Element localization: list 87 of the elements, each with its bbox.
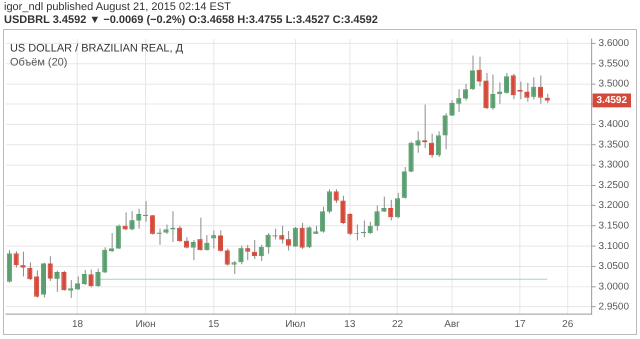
- x-tick-label: 26: [562, 318, 574, 330]
- x-tick-label: Авг: [444, 318, 460, 330]
- candlestick: [374, 205, 380, 232]
- x-tick-label: Июн: [136, 318, 156, 330]
- y-tick-label: 3.1000: [598, 240, 630, 252]
- candlestick: [436, 130, 441, 158]
- candlestick: [388, 199, 394, 222]
- candlestick: [14, 250, 19, 268]
- annotation: 3.4592: [596, 95, 628, 106]
- x-tick-label: 17: [514, 318, 526, 330]
- candlestick: [150, 214, 155, 236]
- candlestick: [20, 251, 26, 277]
- x-tick-label: 13: [344, 318, 356, 330]
- candlestick: [368, 221, 373, 234]
- candlestick: [326, 188, 332, 214]
- candlestick: [82, 269, 87, 286]
- candlestick: [347, 212, 352, 236]
- candlestick: [538, 74, 544, 104]
- candlestick: [74, 276, 80, 290]
- candlestick: [340, 195, 346, 225]
- candlestick: [470, 55, 475, 91]
- candlestick: [108, 232, 114, 253]
- candlestick: [292, 226, 298, 248]
- candlestick: [204, 234, 210, 251]
- candlestick: [279, 225, 284, 244]
- y-tick-label: 3.0000: [598, 281, 630, 292]
- y-tick-label: 3.5000: [598, 78, 630, 90]
- candlestick: [286, 230, 292, 251]
- candlestick: [510, 73, 516, 100]
- x-tick-label: 15: [208, 318, 220, 330]
- candlestick: [129, 210, 135, 231]
- candlestick: [232, 260, 237, 275]
- text: igor_ndl published August 21, 2015 02:14 EST: [4, 1, 232, 14]
- candlestick: [252, 239, 258, 260]
- y-tick-label: 3.2000: [598, 200, 630, 212]
- candlestick: [27, 262, 32, 281]
- candlestick: [190, 239, 196, 261]
- candlestick: [504, 72, 509, 94]
- x-tick-label: Июл: [285, 318, 306, 330]
- candlestick: [258, 244, 264, 262]
- candlestick: [54, 270, 60, 292]
- annotation: Объём (20): [10, 56, 68, 68]
- candlestick: [463, 83, 468, 102]
- candlestick: [442, 112, 448, 150]
- candlestick: [456, 88, 462, 112]
- y-tick-label: 3.0500: [598, 261, 630, 272]
- y-tick-label: 3.3500: [598, 139, 630, 150]
- candlestick: [490, 74, 496, 110]
- candlestick: [61, 270, 66, 292]
- y-tick-label: 3.4000: [598, 119, 630, 130]
- candlestick: [68, 280, 74, 298]
- candlestick: [197, 217, 203, 251]
- candlestick: [211, 230, 216, 249]
- candlestick: [266, 232, 271, 254]
- candlestick: [88, 269, 94, 288]
- candlestick: [34, 270, 40, 298]
- candlestick: [116, 224, 121, 250]
- candlestick: [497, 82, 502, 104]
- candlestick: [428, 133, 434, 158]
- candlestick: [48, 256, 53, 282]
- text: USDBRL 3.4592 ▼ −0.0069 (−0.2%) O:3.4658 H:3.4755 L:3.4527 C:3.4592: [4, 14, 378, 27]
- y-tick-label: 3.2500: [598, 180, 630, 191]
- candlestick: [136, 208, 142, 230]
- y-tick-label: 3.3000: [598, 160, 630, 171]
- candlestick: [320, 206, 326, 234]
- candlestick: [95, 268, 100, 288]
- x-tick-label: 22: [392, 318, 404, 330]
- y-tick-label: 3.5500: [598, 58, 630, 70]
- y-tick-label: 2.9500: [598, 302, 630, 313]
- candlestick: [177, 225, 182, 242]
- candlestick: [300, 222, 305, 250]
- candlestick: [334, 188, 339, 204]
- chart-title: US DOLLAR / BRAZILIAN REAL, Д: [10, 42, 184, 54]
- x-tick-label: 18: [72, 318, 84, 330]
- candlestick: [449, 100, 455, 116]
- y-tick-label: 3.6000: [598, 38, 630, 50]
- candlestick: [531, 76, 536, 100]
- y-tick-label: 3.1500: [598, 220, 630, 232]
- candlestick: [524, 82, 530, 102]
- candlestick: [245, 244, 250, 261]
- candlestick: [306, 226, 312, 249]
- candlestick: [224, 248, 230, 266]
- candlestick: [238, 245, 244, 265]
- candlestick: [476, 56, 482, 87]
- candlestick: [218, 230, 224, 252]
- candlestick: [102, 246, 108, 274]
- candlestick: [394, 192, 400, 219]
